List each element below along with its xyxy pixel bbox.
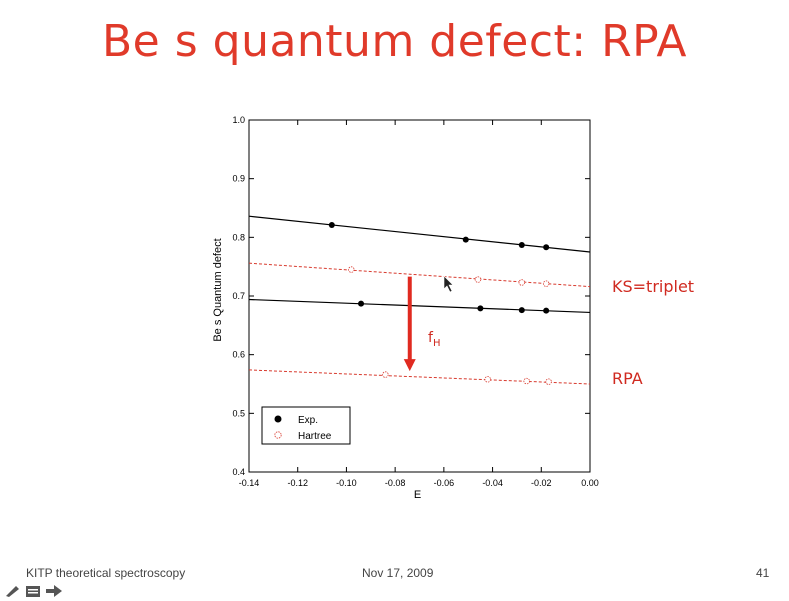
data-point-hartree [518, 279, 525, 286]
data-point-exp [477, 305, 484, 312]
rpa-label: RPA [612, 369, 643, 388]
fh-label-sub: H [432, 337, 441, 349]
footer-left: KITP theoretical spectroscopy [26, 566, 186, 580]
slide-nav-icons[interactable] [4, 582, 68, 597]
data-point-hartree [382, 371, 389, 378]
menu-icon[interactable] [26, 586, 40, 597]
mouse-cursor-icon [443, 275, 454, 293]
data-point-exp [543, 307, 550, 314]
data-point-hartree [474, 276, 482, 283]
fh-label-main: f [428, 330, 433, 346]
series-fit-line [248, 369, 591, 385]
data-point-hartree [523, 377, 530, 385]
x-tick-label: -0.02 [531, 478, 552, 488]
legend-hartree-label: Hartree [298, 431, 332, 442]
y-tick-label: 0.9 [232, 174, 245, 184]
series-fit-line [248, 298, 591, 314]
ks-triplet-label: KS=triplet [612, 277, 695, 296]
fh-arrow-head [403, 359, 416, 372]
pen-icon[interactable] [6, 586, 19, 597]
arrow-right-icon[interactable] [46, 585, 62, 597]
x-tick-label: 0.00 [581, 478, 599, 488]
x-tick-label: -0.10 [336, 478, 357, 488]
x-tick-label: -0.04 [482, 478, 503, 488]
y-tick-label: 0.4 [232, 467, 245, 477]
legend-exp-label: Exp. [298, 415, 318, 426]
fh-label: fH [428, 330, 440, 349]
x-tick-label: -0.06 [434, 478, 455, 488]
data-point-exp [328, 222, 335, 229]
series-fit-line [248, 262, 591, 288]
legend-exp-marker [274, 415, 282, 423]
data-point-exp [462, 236, 469, 243]
y-tick-label: 0.6 [232, 350, 245, 360]
data-point-exp [358, 300, 365, 307]
data-point-hartree [542, 280, 550, 287]
data-point-exp [518, 241, 525, 248]
data-point-hartree [545, 378, 552, 385]
series-fit-line [248, 215, 591, 253]
y-tick-label: 1.0 [232, 115, 245, 125]
y-axis-label: Be s Quantum defect [212, 238, 224, 341]
x-tick-label: -0.12 [287, 478, 308, 488]
slide-title: Be s quantum defect: RPA [101, 16, 687, 67]
x-tick-label: -0.14 [239, 478, 260, 488]
data-point-hartree [484, 376, 491, 383]
y-tick-label: 0.5 [232, 408, 245, 418]
legend-hartree-marker [274, 431, 282, 439]
data-point-exp [543, 244, 550, 251]
footer-page-number: 41 [756, 566, 770, 580]
data-point-hartree [348, 266, 355, 273]
data-point-exp [518, 307, 525, 314]
y-tick-label: 0.7 [232, 291, 245, 301]
footer-date: Nov 17, 2009 [362, 566, 434, 580]
x-axis-label: E [414, 489, 421, 501]
y-tick-label: 0.8 [232, 232, 245, 242]
x-tick-label: -0.08 [385, 478, 406, 488]
